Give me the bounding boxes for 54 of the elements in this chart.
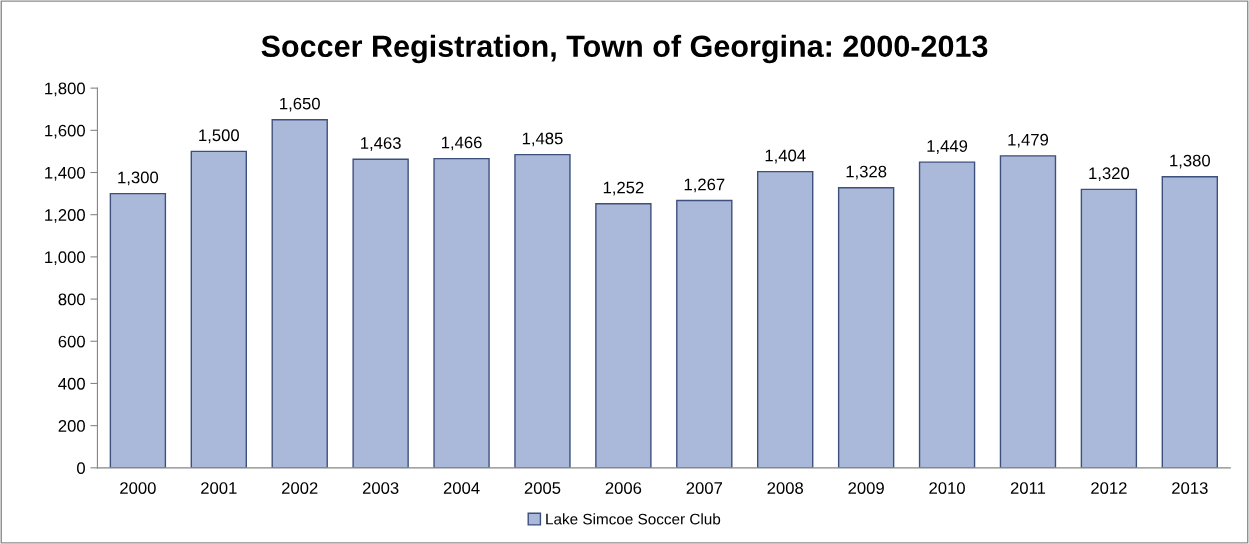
x-tick-label: 2010 [929,482,965,494]
bar [109,192,167,468]
x-tick-label: 2006 [605,482,642,494]
y-tick-label: 400 [58,377,85,390]
bar [1080,188,1138,468]
legend-label: Lake Simcoe Soccer Club [546,513,721,525]
bar [999,155,1057,468]
data-label: 1,328 [846,165,887,180]
data-label: 1,500 [199,129,239,144]
bar [595,203,652,468]
x-tick-label: 2012 [1091,482,1127,494]
x-tick-label: 2009 [848,482,884,494]
data-label: 1,300 [118,171,159,186]
data-label: 1,320 [1089,167,1130,182]
bar [514,153,571,468]
bar [837,187,895,468]
y-tick-label: 800 [58,293,85,306]
bar [352,158,409,468]
y-tick-label: 1,800 [45,82,85,97]
bar [271,119,328,468]
y-tick-label: 1,200 [45,209,85,223]
data-label: 1,449 [927,140,968,154]
y-tick-label: 600 [58,335,85,348]
x-tick-label: 2011 [1010,482,1046,494]
x-tick-label: 2008 [767,482,804,494]
data-label: 1,479 [1008,133,1049,148]
x-tick-label: 2000 [120,482,156,494]
x-tick-label: 2002 [282,482,318,494]
data-label: 1,267 [684,178,725,193]
x-tick-label: 2001 [201,482,237,494]
y-tick-label: 0 [77,462,85,475]
chart-title: Soccer Registration, Town of Georgina: 2000-2013 [261,34,988,64]
y-tick-label: 1,400 [45,166,85,181]
y-tick-label: 1,000 [45,251,85,266]
x-tick-label: 2013 [1172,482,1208,494]
bar [1161,176,1219,468]
data-label: 1,404 [765,149,806,164]
bar [757,170,814,468]
y-tick-label: 200 [58,420,85,432]
data-label: 1,466 [441,136,482,151]
x-tick-label: 2003 [362,482,399,494]
x-tick-label: 2005 [524,482,561,494]
data-label: 1,252 [603,181,644,196]
x-tick-label: 2007 [686,482,723,494]
bar [433,157,490,468]
data-label: 1,463 [361,137,401,151]
data-label: 1,650 [280,97,320,112]
bar [676,199,733,468]
data-label: 1,380 [1170,154,1211,169]
data-label: 1,485 [522,132,563,147]
bar [918,161,976,468]
bar [190,150,248,468]
x-tick-label: 2004 [443,482,480,494]
y-tick-label: 1,600 [45,124,85,139]
